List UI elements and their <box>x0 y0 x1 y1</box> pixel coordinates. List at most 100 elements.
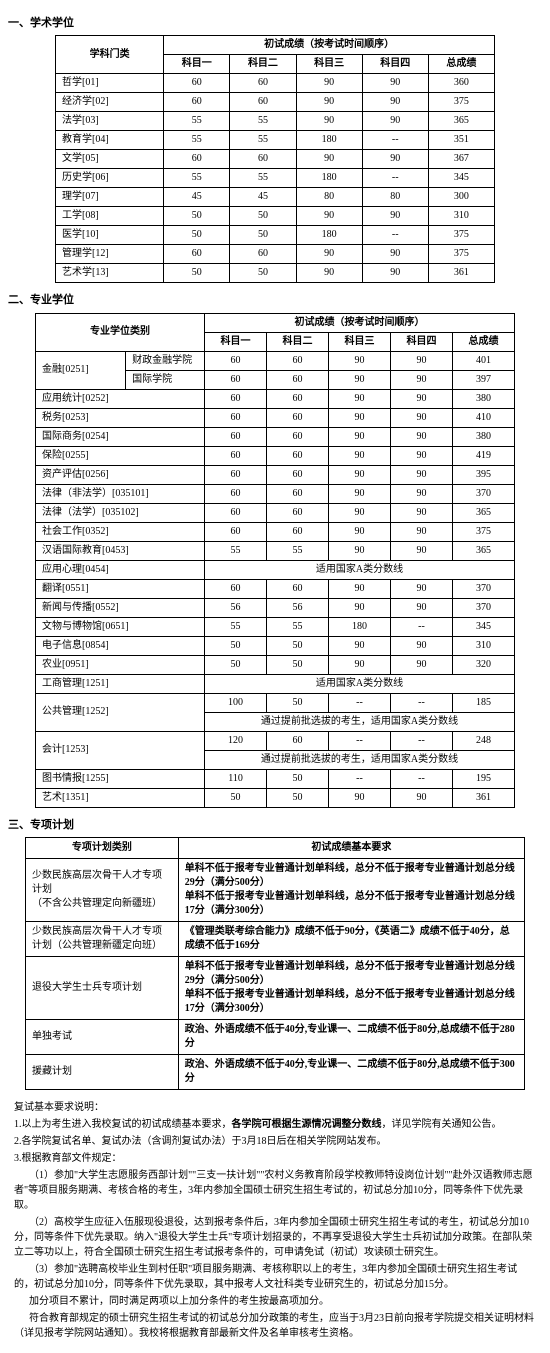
cell: 90 <box>362 112 428 131</box>
cell: 90 <box>391 389 453 408</box>
th-k1b: 科目一 <box>205 332 267 351</box>
cell-cat: 税务[0253] <box>36 408 205 427</box>
table-row: 援藏计划 政治、外语成绩不低于40分,专业课一、二成绩不低于80分,总成绩不低于… <box>26 1055 525 1090</box>
table-row: 艺术[1351] 50 50 90 90 361 <box>36 788 515 807</box>
cell-cat: 保险[0255] <box>36 446 205 465</box>
cell: 180 <box>296 226 362 245</box>
cell: 110 <box>205 769 267 788</box>
cell: 90 <box>296 93 362 112</box>
table-row: 文物与博物馆[0651] 55 55 180 -- 345 <box>36 617 515 636</box>
note-2: 2.各学院复试名单、复试办法（含调剂复试办法）于3月18日后在相关学院网站发布。 <box>14 1134 536 1149</box>
th-exam-header: 初试成绩（按考试时间顺序） <box>164 36 495 55</box>
cell: 55 <box>205 617 267 636</box>
cell: 397 <box>452 370 514 389</box>
cell: 395 <box>452 465 514 484</box>
cell-note: 通过提前批选拔的考生，适用国家A类分数线 <box>205 750 515 769</box>
cell: 50 <box>205 636 267 655</box>
cell: 60 <box>267 484 329 503</box>
cell: 360 <box>428 74 494 93</box>
table-row: 文学[05] 60 60 90 90 367 <box>56 150 495 169</box>
section-2-title: 二、专业学位 <box>8 293 542 308</box>
th-k4: 科目四 <box>362 55 428 74</box>
cell: 180 <box>296 169 362 188</box>
cell: 90 <box>391 541 453 560</box>
cell: -- <box>391 731 453 750</box>
cell: 367 <box>428 150 494 169</box>
table-row: 金融[0251] 财政金融学院 60 60 90 90 401 <box>36 351 515 370</box>
cell: 90 <box>329 541 391 560</box>
table-row: 单独考试 政治、外语成绩不低于40分,专业课一、二成绩不低于80分,总成绩不低于… <box>26 1020 525 1055</box>
cell-cat: 工学[08] <box>56 207 164 226</box>
cell: 90 <box>391 465 453 484</box>
th-k2: 科目二 <box>230 55 296 74</box>
table-row: 资产评估[0256] 60 60 90 90 395 <box>36 465 515 484</box>
cell: 60 <box>267 465 329 484</box>
th-k2b: 科目二 <box>267 332 329 351</box>
cell: 90 <box>296 150 362 169</box>
cell: 345 <box>428 169 494 188</box>
cell: 50 <box>267 769 329 788</box>
cell: 365 <box>452 503 514 522</box>
cell-req: 单科不低于报考专业普通计划单科线，总分不低于报考专业普通计划总分线29分（满分5… <box>178 957 524 1020</box>
cell: 90 <box>391 636 453 655</box>
cell: 90 <box>296 207 362 226</box>
cell: 90 <box>391 484 453 503</box>
cell: 90 <box>362 74 428 93</box>
table-row: 公共管理[1252] 100 50 -- -- 185 <box>36 693 515 712</box>
cell: 90 <box>391 655 453 674</box>
cell: 90 <box>329 788 391 807</box>
cell-cat: 会计[1253] <box>36 731 205 769</box>
cell: 60 <box>205 389 267 408</box>
cell: 90 <box>329 427 391 446</box>
cell: 50 <box>267 655 329 674</box>
cell: 310 <box>428 207 494 226</box>
cell: 90 <box>329 579 391 598</box>
cell: 90 <box>329 370 391 389</box>
table-row: 翻译[0551] 60 60 90 90 370 <box>36 579 515 598</box>
cell: 55 <box>164 131 230 150</box>
table-row: 医学[10] 50 50 180 -- 375 <box>56 226 495 245</box>
cell: 90 <box>391 598 453 617</box>
cell: 90 <box>391 370 453 389</box>
cell: -- <box>391 617 453 636</box>
cell: 60 <box>230 150 296 169</box>
note-p5: 符合教育部规定的硕士研究生招生考试的初试总分加分政策的考生，应当于3月23日前向… <box>14 1311 536 1341</box>
table-row: 教育学[04] 55 55 180 -- 351 <box>56 131 495 150</box>
cell-cat: 应用心理[0454] <box>36 560 205 579</box>
cell: 56 <box>267 598 329 617</box>
cell-cat: 社会工作[0352] <box>36 522 205 541</box>
cell: 90 <box>391 351 453 370</box>
notes-block: 复试基本要求说明： 1.以上为考生进入我校复试的初试成绩基本要求，各学院可根据生… <box>14 1100 536 1341</box>
cell: 90 <box>296 264 362 283</box>
cell: 320 <box>452 655 514 674</box>
cell: 180 <box>329 617 391 636</box>
table-row: 少数民族高层次骨干人才专项计划（不含公共管理定向新疆班） 单科不低于报考专业普通… <box>26 859 525 922</box>
cell: 60 <box>205 579 267 598</box>
cell: 60 <box>164 74 230 93</box>
table-row: 法律（非法学）[035101] 60 60 90 90 370 <box>36 484 515 503</box>
cell: 90 <box>391 522 453 541</box>
cell-cat: 文物与博物馆[0651] <box>36 617 205 636</box>
cell-cat: 法律（法学）[035102] <box>36 503 205 522</box>
table-row: 应用统计[0252] 60 60 90 90 380 <box>36 389 515 408</box>
cell: 60 <box>267 522 329 541</box>
cell: 90 <box>391 503 453 522</box>
table-row: 艺术学[13] 50 50 90 90 361 <box>56 264 495 283</box>
cell-cat: 哲学[01] <box>56 74 164 93</box>
table-row: 经济学[02] 60 60 90 90 375 <box>56 93 495 112</box>
cell: 375 <box>428 226 494 245</box>
cell: 60 <box>230 93 296 112</box>
cell: 375 <box>428 93 494 112</box>
cell: 60 <box>230 74 296 93</box>
cell: 60 <box>205 484 267 503</box>
cell: -- <box>362 131 428 150</box>
cell: 90 <box>329 484 391 503</box>
cell-cat: 公共管理[1252] <box>36 693 205 731</box>
cell: 50 <box>205 655 267 674</box>
cell-plan: 单独考试 <box>26 1020 179 1055</box>
table-row: 法学[03] 55 55 90 90 365 <box>56 112 495 131</box>
cell-cat: 电子信息[0854] <box>36 636 205 655</box>
th-exam-header2: 初试成绩（按考试时间顺序） <box>205 313 515 332</box>
cell-plan: 退役大学生士兵专项计划 <box>26 957 179 1020</box>
table-row: 电子信息[0854] 50 50 90 90 310 <box>36 636 515 655</box>
